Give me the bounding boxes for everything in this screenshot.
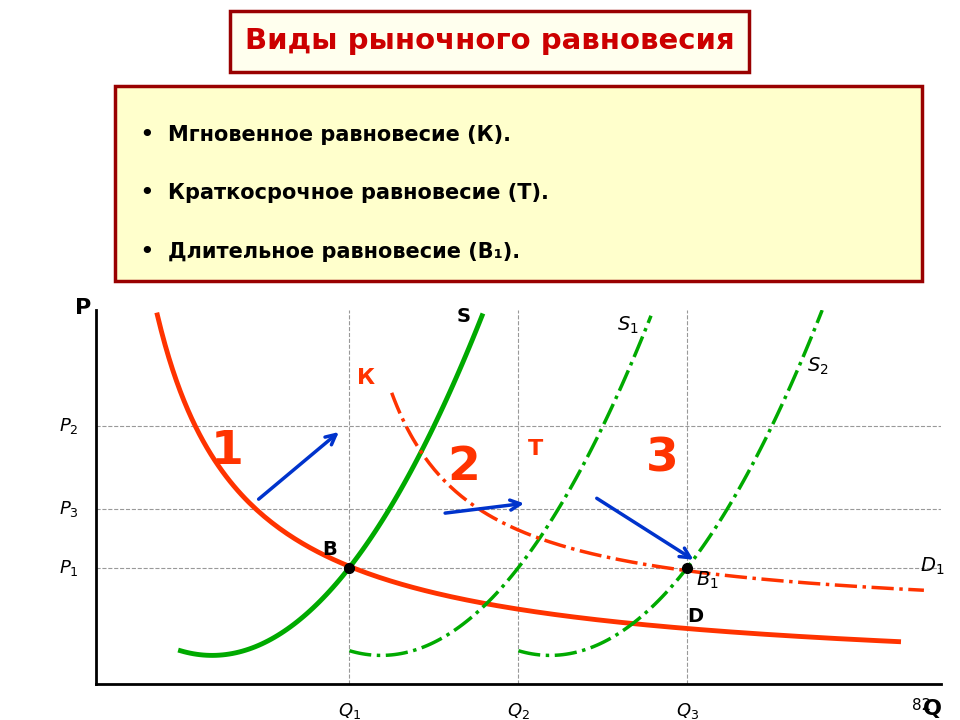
Text: В: В	[322, 540, 337, 559]
FancyBboxPatch shape	[115, 86, 922, 281]
Text: $Q_2$: $Q_2$	[507, 701, 530, 720]
Text: P: P	[75, 298, 91, 318]
Text: $Q_1$: $Q_1$	[338, 701, 361, 720]
Text: 82: 82	[912, 698, 931, 713]
FancyBboxPatch shape	[230, 11, 749, 72]
Text: $P_3$: $P_3$	[60, 499, 79, 519]
Text: S: S	[457, 307, 470, 326]
Text: Q: Q	[923, 698, 942, 719]
Text: D: D	[687, 606, 704, 626]
Text: Краткосрочное равновесие (Т).: Краткосрочное равновесие (Т).	[168, 184, 548, 203]
Text: $Q_3$: $Q_3$	[676, 701, 699, 720]
Text: Виды рыночного равновесия: Виды рыночного равновесия	[245, 27, 734, 55]
Text: 1: 1	[210, 428, 244, 474]
Text: $D_1$: $D_1$	[920, 556, 944, 577]
Text: $S_1$: $S_1$	[617, 315, 639, 336]
Text: 2: 2	[447, 445, 480, 490]
Text: $S_2$: $S_2$	[807, 356, 829, 377]
Text: Т: Т	[528, 439, 543, 459]
Text: К: К	[357, 369, 375, 389]
Text: 3: 3	[646, 437, 679, 482]
Text: •: •	[139, 240, 155, 264]
Text: Мгновенное равновесие (К).: Мгновенное равновесие (К).	[168, 125, 511, 145]
Text: •: •	[139, 181, 155, 205]
Text: $В_1$: $В_1$	[696, 570, 719, 591]
Text: $P_2$: $P_2$	[60, 416, 79, 436]
Text: •: •	[139, 123, 155, 147]
Text: Длительное равновесие (В₁).: Длительное равновесие (В₁).	[168, 242, 519, 261]
Text: $P_1$: $P_1$	[60, 557, 79, 577]
